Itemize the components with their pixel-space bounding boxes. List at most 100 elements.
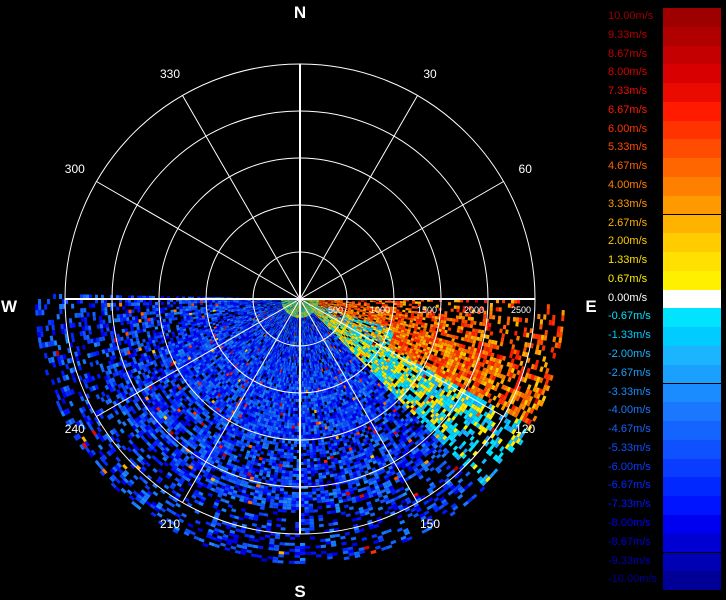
south-label: S bbox=[294, 582, 305, 600]
legend-swatch bbox=[663, 83, 721, 102]
legend-swatch bbox=[663, 327, 721, 346]
legend-swatch bbox=[663, 421, 721, 440]
azimuth-label-150: 150 bbox=[420, 517, 440, 531]
legend-label: 0.67m/s bbox=[608, 272, 648, 285]
legend-label: -10.00m/s bbox=[608, 573, 657, 586]
azimuth-label-120: 120 bbox=[515, 422, 535, 436]
legend-row: 6.00m/s bbox=[605, 120, 721, 140]
legend-row: 2.00m/s bbox=[605, 233, 721, 253]
legend-swatch bbox=[663, 439, 721, 459]
legend-swatch bbox=[663, 270, 721, 290]
legend-label: 0.00m/s bbox=[608, 291, 648, 304]
legend-label: -2.00m/s bbox=[608, 347, 651, 360]
legend-swatch bbox=[663, 402, 721, 422]
legend-swatch bbox=[663, 139, 721, 159]
range-label-2500: 2500 bbox=[511, 305, 531, 315]
legend-swatch bbox=[663, 345, 721, 365]
legend-label: 5.33m/s bbox=[608, 141, 648, 154]
legend-label: 6.00m/s bbox=[608, 122, 648, 135]
legend-row: -4.00m/s bbox=[605, 402, 721, 422]
legend-row: 1.33m/s bbox=[605, 252, 721, 271]
legend-swatch bbox=[663, 383, 721, 403]
legend-row: 9.33m/s bbox=[605, 26, 721, 46]
legend-row: 4.00m/s bbox=[605, 177, 721, 196]
legend-swatch bbox=[663, 571, 721, 590]
legend-label: 8.67m/s bbox=[608, 47, 648, 60]
legend-swatch bbox=[663, 177, 721, 196]
legend-label: 6.67m/s bbox=[608, 103, 648, 116]
legend-swatch bbox=[663, 289, 721, 309]
legend-row: -1.33m/s bbox=[605, 327, 721, 346]
legend-row: -7.33m/s bbox=[605, 496, 721, 515]
azimuth-label-210: 210 bbox=[160, 517, 180, 531]
legend-label: 8.00m/s bbox=[608, 66, 648, 79]
legend-row: 3.33m/s bbox=[605, 195, 721, 215]
legend-row: 0.67m/s bbox=[605, 270, 721, 290]
legend-swatch bbox=[663, 101, 721, 121]
legend-label: 9.33m/s bbox=[608, 28, 648, 41]
legend-label: 4.67m/s bbox=[608, 160, 648, 173]
legend-row: 2.67m/s bbox=[605, 214, 721, 234]
legend-label: -8.00m/s bbox=[608, 516, 651, 529]
east-label: E bbox=[585, 297, 596, 316]
legend-row: 5.33m/s bbox=[605, 139, 721, 159]
legend-swatch bbox=[663, 458, 721, 478]
legend-label: -4.00m/s bbox=[608, 404, 651, 417]
legend-swatch bbox=[663, 26, 721, 46]
polar-grid bbox=[64, 63, 536, 535]
legend-swatch bbox=[663, 195, 721, 215]
legend-row: -6.67m/s bbox=[605, 477, 721, 497]
legend-swatch bbox=[663, 158, 721, 177]
azimuth-label-60: 60 bbox=[519, 162, 533, 176]
legend-label: 10.00m/s bbox=[608, 10, 654, 22]
legend-label: 3.33m/s bbox=[608, 197, 648, 210]
legend-row: -0.67m/s bbox=[605, 308, 721, 328]
legend-swatch bbox=[663, 308, 721, 328]
legend-swatch bbox=[663, 214, 721, 234]
legend-row: -5.33m/s bbox=[605, 439, 721, 459]
legend-row: -4.67m/s bbox=[605, 421, 721, 440]
azimuth-label-240: 240 bbox=[65, 422, 85, 436]
legend-swatch bbox=[663, 252, 721, 271]
legend-label: -4.67m/s bbox=[608, 423, 651, 435]
legend-row: -10.00m/s bbox=[605, 571, 721, 590]
legend-label: -6.00m/s bbox=[608, 460, 651, 473]
legend-swatch bbox=[663, 496, 721, 515]
legend-row: -2.67m/s bbox=[605, 364, 721, 384]
legend-swatch bbox=[663, 533, 721, 553]
legend-swatch bbox=[663, 552, 721, 572]
legend-row: 7.33m/s bbox=[605, 83, 721, 102]
radar-ppi-plot[interactable]: N S E W 30 60 120 150 210 240 300 330 500 1000 15… bbox=[0, 0, 600, 600]
legend-label: 4.00m/s bbox=[608, 179, 648, 191]
legend-label: -2.67m/s bbox=[608, 366, 651, 379]
legend-row: -8.00m/s bbox=[605, 514, 721, 534]
legend-swatch bbox=[663, 45, 721, 65]
legend-row: -6.00m/s bbox=[605, 458, 721, 478]
azimuth-label-300: 300 bbox=[65, 162, 85, 176]
legend-label: -5.33m/s bbox=[608, 441, 651, 454]
legend-row: 4.67m/s bbox=[605, 158, 721, 177]
legend-swatch bbox=[663, 364, 721, 384]
north-label: N bbox=[294, 3, 306, 22]
legend-swatch bbox=[663, 64, 721, 84]
range-label-2000: 2000 bbox=[464, 305, 484, 315]
legend-label: -6.67m/s bbox=[608, 479, 651, 492]
velocity-color-legend: 10.00m/s 9.33m/s 8.67m/s 8.00m/s 7.33m/s 6.67… bbox=[605, 8, 721, 590]
legend-label: -8.67m/s bbox=[608, 535, 651, 548]
legend-label: -0.67m/s bbox=[608, 310, 651, 323]
legend-swatch bbox=[663, 514, 721, 534]
legend-label: 2.00m/s bbox=[608, 235, 648, 248]
legend-label: -9.33m/s bbox=[608, 554, 651, 567]
legend-row: -9.33m/s bbox=[605, 552, 721, 572]
legend-swatch bbox=[663, 233, 721, 253]
legend-swatch bbox=[663, 477, 721, 497]
legend-swatch bbox=[663, 8, 721, 27]
legend-row: 8.00m/s bbox=[605, 64, 721, 84]
legend-row: -2.00m/s bbox=[605, 345, 721, 365]
legend-label: 2.67m/s bbox=[608, 216, 648, 229]
legend-row: 10.00m/s bbox=[605, 8, 721, 27]
legend-label: -3.33m/s bbox=[608, 385, 651, 398]
legend-row: -3.33m/s bbox=[605, 383, 721, 403]
range-label-1500: 1500 bbox=[417, 305, 437, 315]
legend-label: -1.33m/s bbox=[608, 329, 651, 342]
